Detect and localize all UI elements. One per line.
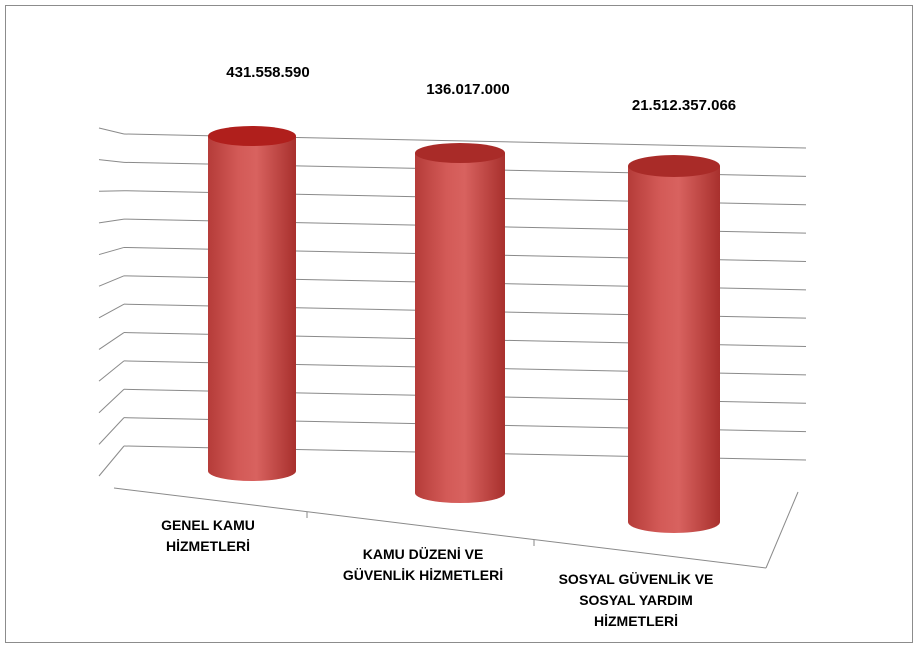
grid-line-side bbox=[98, 218, 125, 224]
grid-line-side bbox=[98, 275, 125, 287]
grid-line-side bbox=[98, 190, 125, 192]
category-label-line: GÜVENLİK HİZMETLERİ bbox=[343, 567, 503, 583]
grid-line-side bbox=[98, 417, 125, 445]
data-labels: 431.558.590 136.017.000 21.512.357.066 bbox=[226, 64, 736, 114]
category-label-line: GENEL KAMU bbox=[161, 517, 255, 533]
category-label-line: SOSYAL YARDIM bbox=[579, 592, 693, 608]
chart-frame: GENEL KAMU HİZMETLERİ KAMU DÜZENİ VE GÜVENL… bbox=[5, 5, 913, 643]
grid-line-side bbox=[98, 303, 125, 319]
grid-line-side bbox=[98, 360, 125, 382]
cylinder-top bbox=[415, 143, 505, 163]
cylinder-body bbox=[415, 153, 505, 503]
category-label: GENEL KAMU HİZMETLERİ bbox=[161, 517, 255, 554]
grid-line-side bbox=[98, 246, 125, 256]
floor-front-edge bbox=[113, 487, 767, 569]
grid-line-side bbox=[98, 388, 125, 414]
grid-line-side bbox=[98, 159, 125, 163]
cylinder-chart: GENEL KAMU HİZMETLERİ KAMU DÜZENİ VE GÜVENL… bbox=[98, 64, 807, 629]
bars bbox=[208, 126, 720, 533]
data-label: 21.512.357.066 bbox=[632, 97, 736, 114]
data-label: 431.558.590 bbox=[226, 64, 309, 81]
cylinder-bar bbox=[628, 155, 720, 533]
data-label: 136.017.000 bbox=[426, 81, 509, 98]
category-label-line: HİZMETLERİ bbox=[166, 538, 250, 554]
category-label: KAMU DÜZENİ VE GÜVENLİK HİZMETLERİ bbox=[343, 546, 503, 583]
category-label-line: HİZMETLERİ bbox=[594, 613, 678, 629]
category-label-line: SOSYAL GÜVENLİK VE bbox=[559, 571, 714, 587]
grid-line-side bbox=[98, 127, 125, 135]
category-labels: GENEL KAMU HİZMETLERİ KAMU DÜZENİ VE GÜVENL… bbox=[161, 517, 713, 629]
category-label-line: KAMU DÜZENİ VE bbox=[363, 546, 484, 562]
cylinder-top bbox=[208, 126, 296, 146]
category-label: SOSYAL GÜVENLİK VE SOSYAL YARDIM HİZMETLER… bbox=[559, 571, 714, 629]
grid-line-side bbox=[98, 445, 125, 477]
cylinder-bar bbox=[208, 126, 296, 481]
cylinder-top bbox=[628, 155, 720, 177]
cylinder-bar bbox=[415, 143, 505, 503]
grid-line-side bbox=[98, 332, 125, 350]
cylinder-body bbox=[208, 136, 296, 481]
floor-right-edge bbox=[765, 491, 799, 569]
cylinder-body bbox=[628, 166, 720, 533]
